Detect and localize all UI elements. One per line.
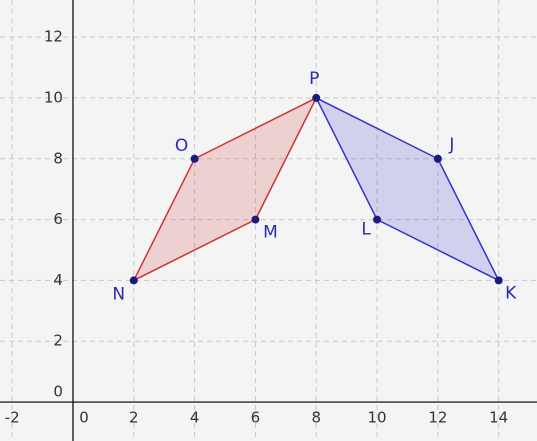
point-label: J [448,135,454,155]
point [494,276,503,285]
point [129,276,138,285]
point [312,93,321,102]
point [433,154,442,163]
y-tick-label: 2 [53,332,63,350]
x-tick-label: 14 [489,409,508,427]
polygon [132,96,318,283]
x-tick-label: 10 [368,409,387,427]
point-label: L [361,220,371,240]
polygon [314,96,501,283]
y-tick-label: 6 [53,210,63,228]
x-tick-label: -2 [5,409,20,427]
x-tick-label: 2 [129,409,139,427]
point-label: M [263,223,278,243]
x-tick-label: 6 [251,409,261,427]
x-tick-label: 12 [428,409,447,427]
point [373,215,382,224]
y-tick-label: 10 [44,88,63,106]
point-label: N [112,284,125,304]
x-tick-label: 4 [190,409,200,427]
point-label: P [309,69,319,89]
x-tick-label: 0 [79,409,89,427]
y-tick-label: 8 [53,149,63,167]
y-tick-label: 4 [53,271,63,289]
y-tick-label: 0 [53,383,63,401]
point [251,215,260,224]
point [190,154,199,163]
y-tick-label: 12 [44,28,63,46]
point-label: K [505,283,517,303]
point-label: O [175,136,188,156]
x-tick-label: 8 [311,409,321,427]
